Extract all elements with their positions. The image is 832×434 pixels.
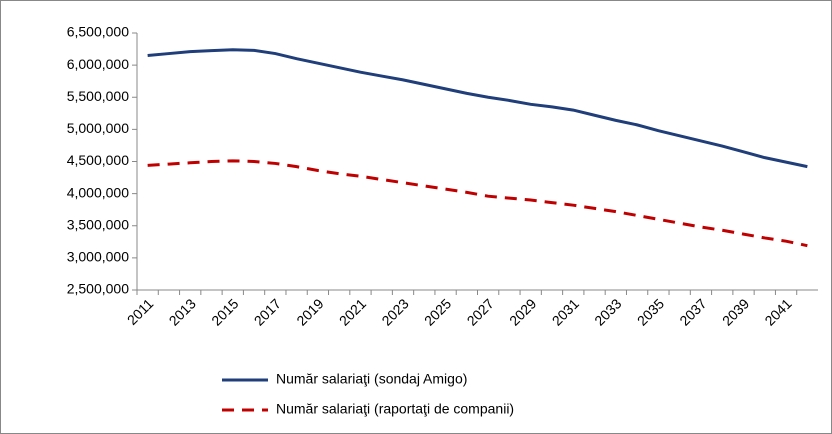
y-tick-label: 4,500,000 [67,152,129,168]
y-tick-label: 5,500,000 [67,88,129,104]
line-series [147,48,808,169]
legend-label: Număr salariaţi (sondaj Amigo) [276,371,467,387]
y-tick-label: 4,000,000 [67,184,129,200]
y-tick-label: 6,500,000 [67,24,129,40]
y-tick-label: 3,000,000 [67,249,129,265]
y-tick-label: 2,500,000 [67,281,129,297]
y-tick-label: 6,000,000 [67,56,129,72]
line-series [147,159,808,248]
y-tick-label: 3,500,000 [67,216,129,232]
y-tick-label: 5,000,000 [67,120,129,136]
legend-label: Număr salariaţi (raportaţi de companii) [276,401,514,417]
